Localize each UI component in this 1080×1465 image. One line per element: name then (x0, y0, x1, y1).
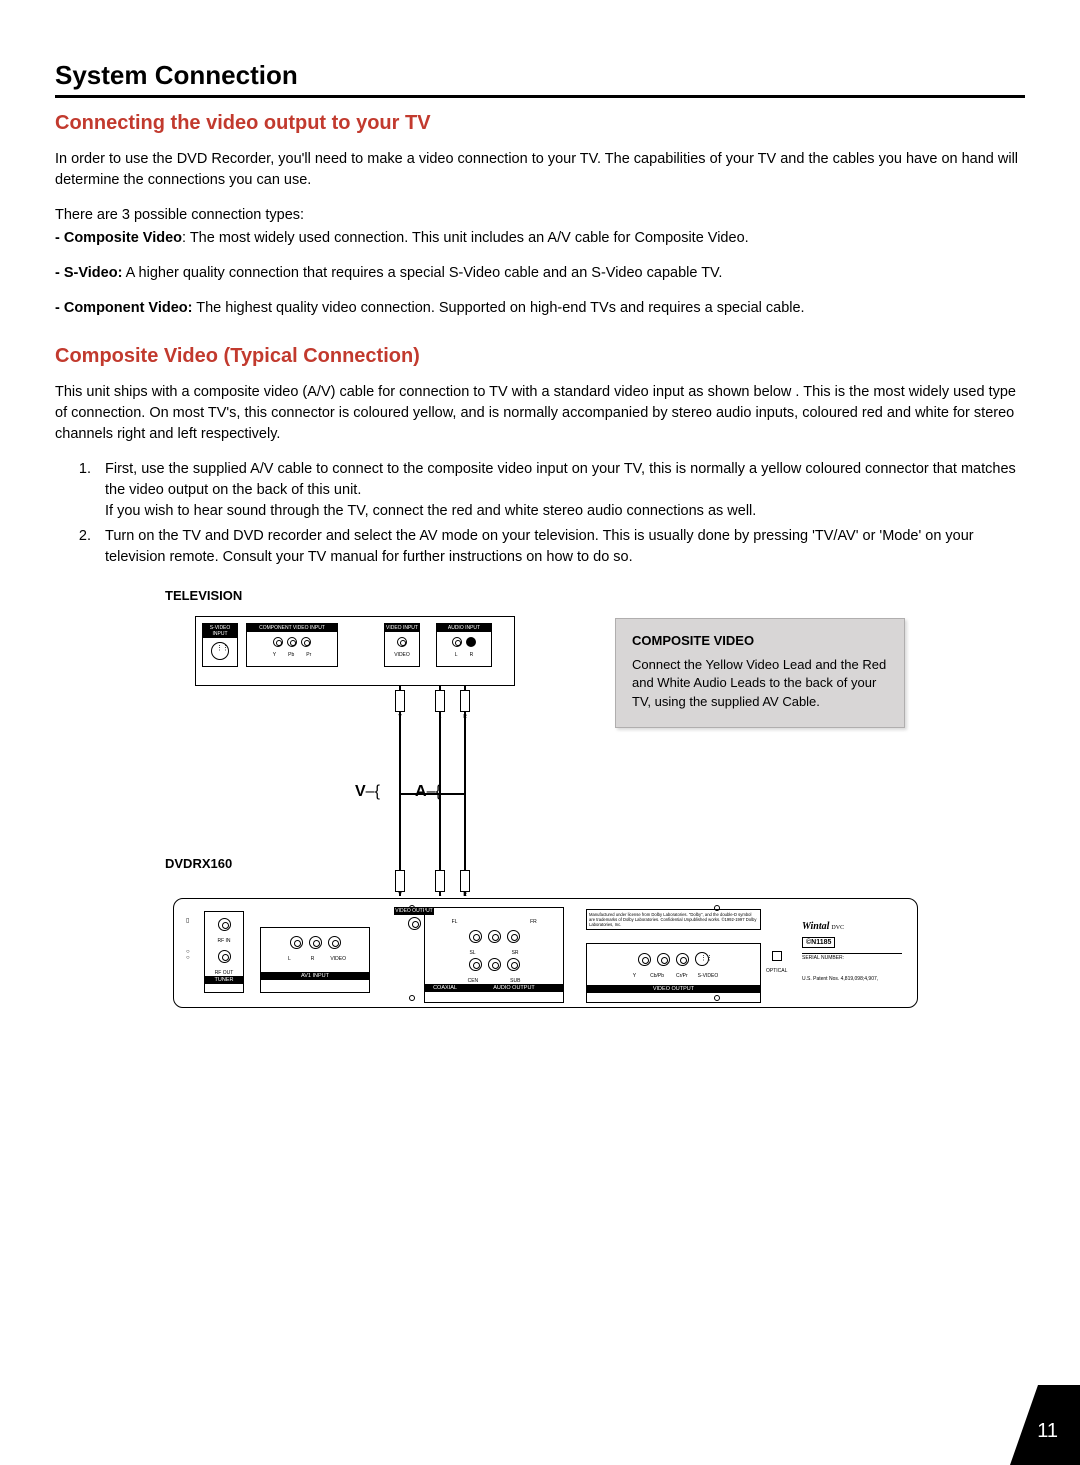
type-composite: - Composite Video: The most widely used … (55, 228, 1025, 249)
plug-v-top (395, 690, 405, 712)
section1-heading: Connecting the video output to your TV (55, 112, 1025, 135)
step-2: Turn on the TV and DVD recorder and sele… (95, 526, 1025, 568)
section1-intro: In order to use the DVD Recorder, you'll… (55, 149, 1025, 191)
page-number: 11 (1037, 1420, 1058, 1443)
plug-l-bot (435, 870, 445, 892)
page-title: System Connection (55, 60, 1025, 98)
section2-intro: This unit ships with a composite video (… (55, 382, 1025, 445)
a-label: A–{ (415, 783, 441, 801)
step-1: First, use the supplied A/V cable to con… (95, 459, 1025, 522)
plug-v-bot (395, 870, 405, 892)
plug-l-top (435, 690, 445, 712)
callout-composite: COMPOSITE VIDEO Connect the Yellow Video… (615, 618, 905, 728)
dvd-label: DVDRX160 (165, 856, 232, 871)
callout-body: Connect the Yellow Video Lead and the Re… (632, 656, 888, 711)
tv-label: TELEVISION (165, 588, 242, 603)
type-svideo: - S-Video: A higher quality connection t… (55, 263, 1025, 284)
plug-r-bot (460, 870, 470, 892)
callout-title: COMPOSITE VIDEO (632, 633, 888, 648)
section2-heading: Composite Video (Typical Connection) (55, 345, 1025, 368)
plug-r-top (460, 690, 470, 712)
dvd-panel: ▯ ○○ RF IN RF OUT TUNER LRVIDEO AV1 INPU… (173, 898, 918, 1008)
v-label: V–{ (355, 783, 380, 801)
tv-panel: S-VIDEO INPUT COMPONENT VIDEO INPUT YPbP… (195, 616, 515, 686)
types-intro: There are 3 possible connection types: (55, 205, 1025, 226)
type-component: - Component Video: The highest quality v… (55, 298, 1025, 319)
connection-diagram: TELEVISION S-VIDEO INPUT COMPONENT VIDEO… (55, 588, 1025, 1048)
steps-list: First, use the supplied A/V cable to con… (55, 459, 1025, 568)
